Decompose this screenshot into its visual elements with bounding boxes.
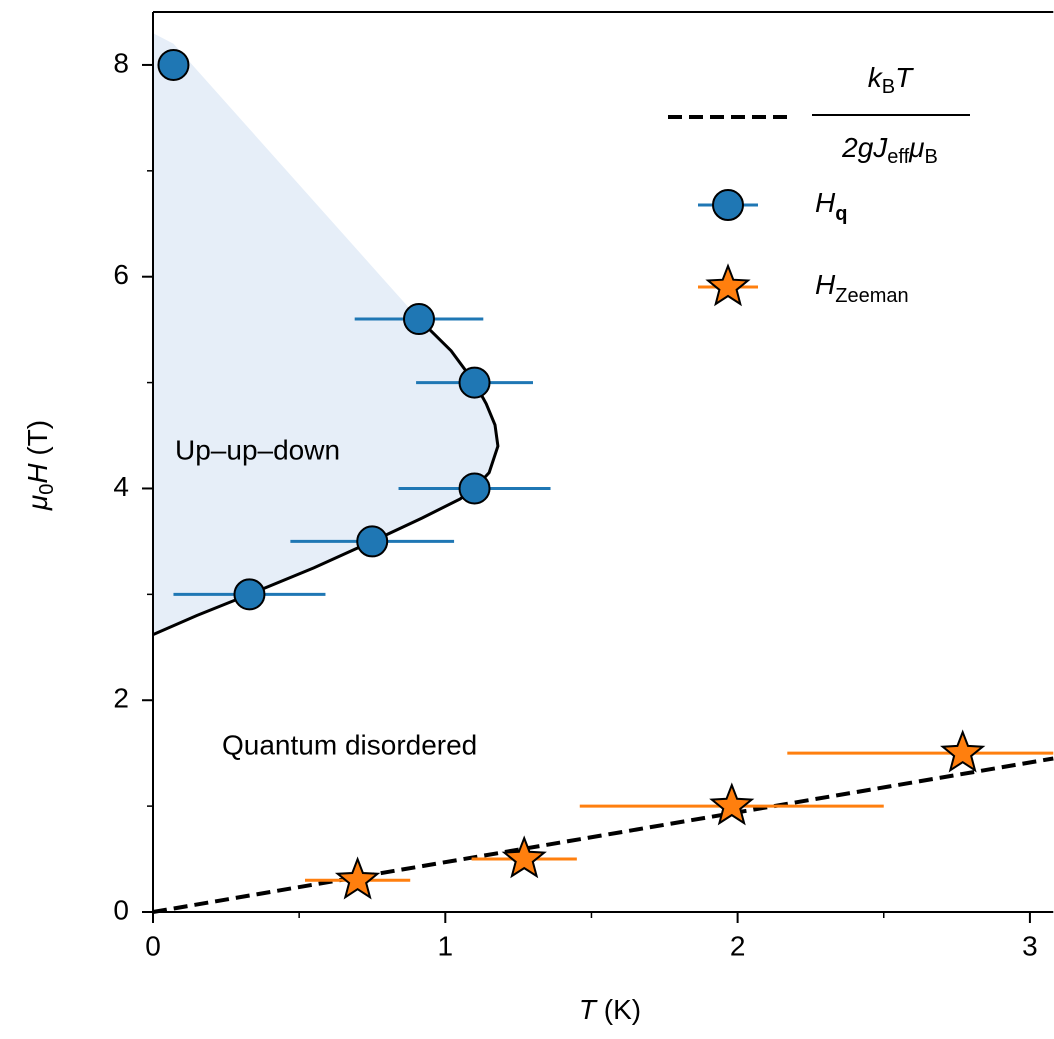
legend-marker xyxy=(712,189,744,221)
x-axis-label: T (K) xyxy=(579,994,641,1025)
y-label-text: μ0H (T) xyxy=(22,420,58,511)
legend-label-part: q xyxy=(835,203,847,225)
legend-label-part: T xyxy=(895,62,914,93)
y-tick-label: 6 xyxy=(113,259,129,290)
legend-label-part: J xyxy=(872,132,888,163)
annotation: Up–up–down xyxy=(175,434,340,465)
legend-label-part: 2g xyxy=(841,132,874,163)
legend-label: 2gJeffμB xyxy=(841,132,938,168)
marker xyxy=(157,48,190,81)
marker xyxy=(233,578,266,611)
reference-line xyxy=(152,756,1054,914)
legend-label-part: H xyxy=(815,187,836,218)
marker xyxy=(709,782,755,826)
legend-label-part: μ xyxy=(908,132,924,163)
x-tick-label: 1 xyxy=(438,930,454,961)
x-tick-label: 0 xyxy=(145,930,161,961)
y-tick-label: 0 xyxy=(113,894,129,925)
legend-label-part: B xyxy=(925,146,938,168)
marker xyxy=(458,366,491,399)
x-tick-label: 2 xyxy=(730,930,746,961)
marker xyxy=(940,729,986,773)
marker xyxy=(501,835,547,879)
annotation: Quantum disordered xyxy=(222,729,477,760)
marker xyxy=(356,525,389,558)
y-tick-label: 4 xyxy=(113,471,129,502)
y-tick-label: 8 xyxy=(113,47,129,78)
legend-label-part: Zeeman xyxy=(835,285,908,307)
y-tick-label: 2 xyxy=(113,683,129,714)
x-tick-label: 3 xyxy=(1022,930,1038,961)
legend-label: kBT xyxy=(868,62,914,98)
legend-label-part: eff xyxy=(887,146,909,168)
legend-marker xyxy=(705,263,751,307)
marker xyxy=(334,856,381,900)
phase-region xyxy=(153,33,498,635)
legend-label: HZeeman xyxy=(815,269,909,307)
marker xyxy=(458,472,491,505)
legend-label: Hq xyxy=(815,187,847,225)
marker xyxy=(402,303,435,336)
legend-label-part: H xyxy=(815,269,836,300)
legend-label-part: B xyxy=(882,76,895,98)
y-axis-label: μ0H (T) xyxy=(22,420,58,511)
legend-label-part: k xyxy=(868,62,884,93)
